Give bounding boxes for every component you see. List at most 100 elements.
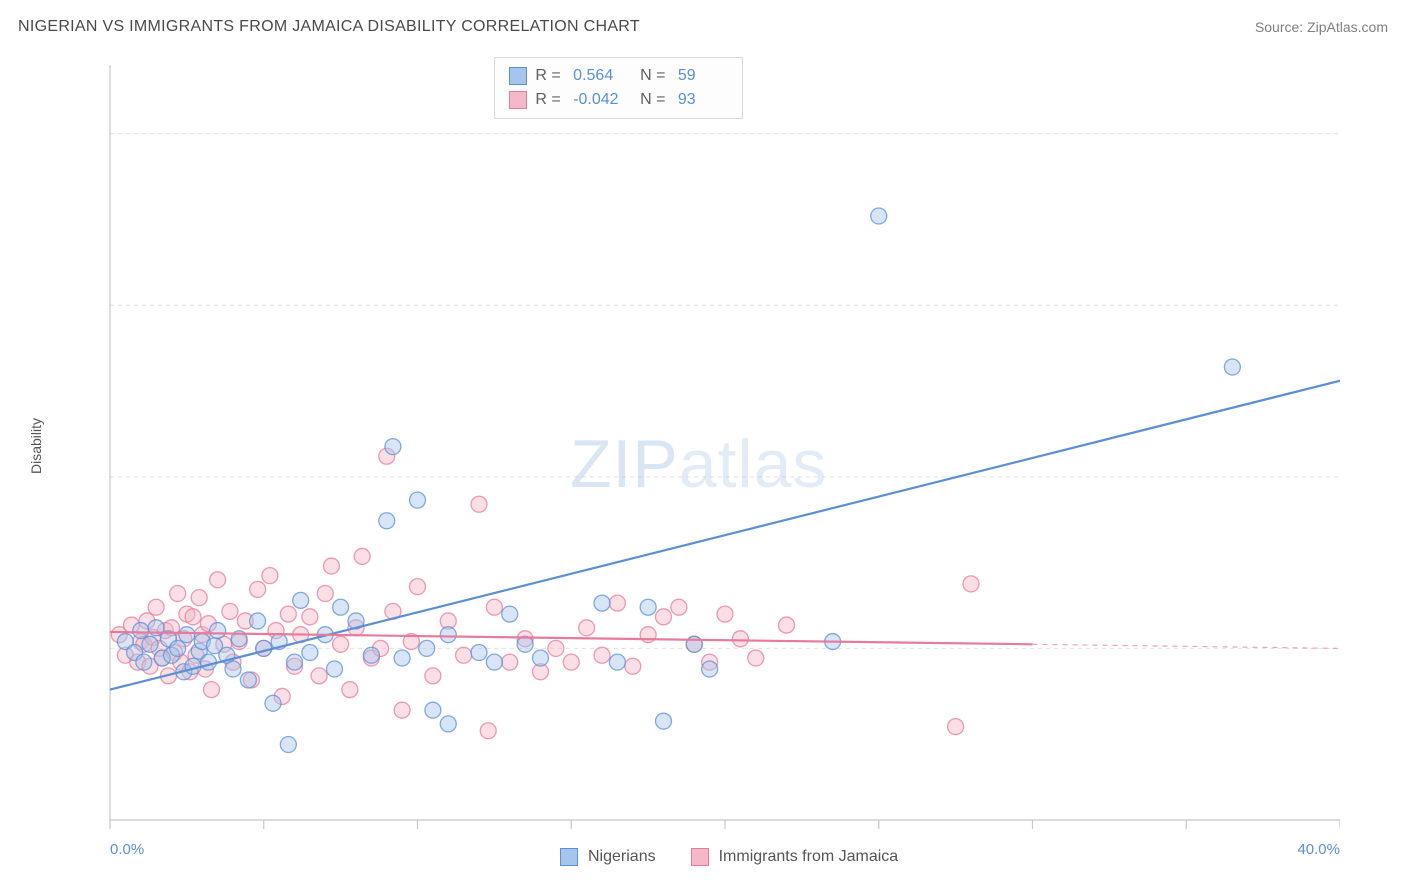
legend-swatch xyxy=(509,91,527,109)
data-point xyxy=(625,658,641,674)
data-point xyxy=(548,640,564,656)
data-point xyxy=(717,606,733,622)
data-point xyxy=(342,682,358,698)
chart-header: NIGERIAN VS IMMIGRANTS FROM JAMAICA DISA… xyxy=(18,18,1388,36)
stats-row: R = 0.564 N = 59 xyxy=(509,64,727,88)
data-point xyxy=(748,650,764,666)
trend-line xyxy=(110,632,1033,644)
data-point xyxy=(948,719,964,735)
data-point xyxy=(471,496,487,512)
data-point xyxy=(563,654,579,670)
data-point xyxy=(323,558,339,574)
data-point xyxy=(333,599,349,615)
data-point xyxy=(200,654,216,670)
data-point xyxy=(333,636,349,652)
trend-line-extension xyxy=(1033,644,1341,648)
data-point xyxy=(779,617,795,633)
data-point xyxy=(142,636,158,652)
data-point xyxy=(656,713,672,729)
stats-r-value: 0.564 xyxy=(573,67,623,85)
data-point xyxy=(440,716,456,732)
data-point xyxy=(185,609,201,625)
data-point xyxy=(871,208,887,224)
data-point xyxy=(250,613,266,629)
data-point xyxy=(732,631,748,647)
chart-area: 12.5%25.0%37.5%50.0%0.0%40.0% R = 0.564 … xyxy=(50,55,1340,825)
stats-r-value: -0.042 xyxy=(573,91,623,109)
legend-swatch xyxy=(509,67,527,85)
stats-n-value: 59 xyxy=(678,67,728,85)
data-point xyxy=(594,595,610,611)
correlation-stats-box: R = 0.564 N = 59R = -0.042 N = 93 xyxy=(494,57,742,119)
data-point xyxy=(302,609,318,625)
legend-label: Immigrants from Jamaica xyxy=(719,848,899,866)
data-point xyxy=(170,640,186,656)
data-point xyxy=(225,661,241,677)
data-point xyxy=(363,647,379,663)
data-point xyxy=(311,668,327,684)
data-point xyxy=(579,620,595,636)
data-point xyxy=(963,576,979,592)
series-legend: Nigerians Immigrants from Jamaica xyxy=(560,848,923,866)
data-point xyxy=(379,513,395,529)
data-point xyxy=(250,581,266,597)
data-point xyxy=(594,647,610,663)
scatter-chart: 12.5%25.0%37.5%50.0%0.0%40.0% xyxy=(50,55,1340,865)
data-point xyxy=(533,650,549,666)
data-point xyxy=(170,586,186,602)
data-point xyxy=(133,623,149,639)
data-point xyxy=(656,609,672,625)
data-point xyxy=(517,636,533,652)
data-point xyxy=(609,595,625,611)
data-point xyxy=(210,623,226,639)
data-point xyxy=(280,737,296,753)
data-point xyxy=(486,654,502,670)
stats-n-label: N = xyxy=(631,67,670,85)
data-point xyxy=(262,568,278,584)
data-point xyxy=(240,672,256,688)
data-point xyxy=(425,668,441,684)
data-point xyxy=(136,654,152,670)
data-point xyxy=(394,702,410,718)
data-point xyxy=(440,627,456,643)
data-point xyxy=(148,599,164,615)
data-point xyxy=(609,654,625,670)
x-tick-label: 40.0% xyxy=(1297,841,1340,858)
stats-r-label: R = xyxy=(535,91,565,109)
data-point xyxy=(256,640,272,656)
data-point xyxy=(222,603,238,619)
data-point xyxy=(385,439,401,455)
data-point xyxy=(486,599,502,615)
data-point xyxy=(640,599,656,615)
data-point xyxy=(502,606,518,622)
data-point xyxy=(265,695,281,711)
x-tick-label: 0.0% xyxy=(110,841,144,858)
legend-swatch xyxy=(691,848,709,866)
data-point xyxy=(456,647,472,663)
data-point xyxy=(671,599,687,615)
data-point xyxy=(210,572,226,588)
data-point xyxy=(317,586,333,602)
data-point xyxy=(280,606,296,622)
data-point xyxy=(425,702,441,718)
legend-swatch xyxy=(560,848,578,866)
data-point xyxy=(502,654,518,670)
chart-title: NIGERIAN VS IMMIGRANTS FROM JAMAICA DISA… xyxy=(18,18,640,36)
data-point xyxy=(471,645,487,661)
stats-r-label: R = xyxy=(535,67,565,85)
stats-n-value: 93 xyxy=(678,91,728,109)
data-point xyxy=(287,654,303,670)
data-point xyxy=(1224,359,1240,375)
data-point xyxy=(179,627,195,643)
data-point xyxy=(326,661,342,677)
data-point xyxy=(702,661,718,677)
data-point xyxy=(410,492,426,508)
data-point xyxy=(302,645,318,661)
data-point xyxy=(203,682,219,698)
legend-label: Nigerians xyxy=(588,848,656,866)
y-axis-label: Disability xyxy=(28,418,44,474)
stats-row: R = -0.042 N = 93 xyxy=(509,88,727,112)
data-point xyxy=(419,640,435,656)
data-point xyxy=(394,650,410,666)
chart-source: Source: ZipAtlas.com xyxy=(1255,19,1388,35)
